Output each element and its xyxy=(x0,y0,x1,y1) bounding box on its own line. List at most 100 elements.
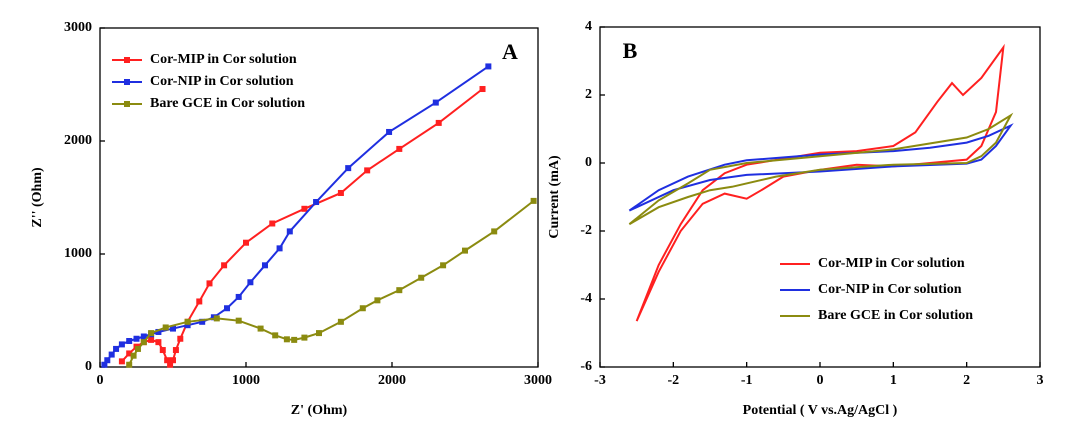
x-tick-label: 2 xyxy=(963,373,970,388)
marker xyxy=(359,305,366,312)
marker xyxy=(440,262,447,269)
marker xyxy=(386,128,393,135)
marker xyxy=(479,86,486,93)
marker xyxy=(396,287,403,294)
marker xyxy=(301,205,308,212)
marker xyxy=(113,345,120,352)
marker xyxy=(177,335,184,342)
x-tick-label: -3 xyxy=(594,373,606,388)
plot-frame xyxy=(99,27,539,368)
marker xyxy=(155,339,162,346)
marker xyxy=(313,199,320,206)
series-line xyxy=(121,88,484,367)
marker xyxy=(148,330,155,337)
marker xyxy=(272,332,279,339)
marker xyxy=(162,324,169,331)
marker xyxy=(337,318,344,325)
x-axis-label: Potential ( V vs.Ag/AgCl ) xyxy=(743,403,898,418)
series-line xyxy=(128,200,535,366)
marker xyxy=(170,357,176,364)
marker xyxy=(213,315,220,322)
series-line xyxy=(628,112,1014,226)
marker xyxy=(118,341,125,348)
legend-marker xyxy=(124,79,130,85)
marker xyxy=(243,239,249,246)
x-tick-label: 1000 xyxy=(232,373,260,388)
marker xyxy=(134,345,141,352)
y-tick-label: 0 xyxy=(585,155,592,170)
marker xyxy=(257,325,264,332)
legend-label: Cor-MIP in Cor solution xyxy=(818,256,965,271)
marker xyxy=(374,297,381,304)
legend-label: Cor-MIP in Cor solution xyxy=(150,52,297,67)
y-tick-label: -6 xyxy=(580,359,592,374)
marker xyxy=(118,358,125,365)
marker xyxy=(126,338,133,345)
x-axis-label: Z' (Ohm) xyxy=(291,403,348,418)
marker xyxy=(396,145,403,152)
x-tick-label: 3000 xyxy=(524,373,552,388)
marker xyxy=(148,336,155,343)
marker xyxy=(126,361,133,368)
x-tick-label: 0 xyxy=(97,373,104,388)
y-tick-label: 4 xyxy=(585,19,592,34)
marker xyxy=(184,322,191,329)
marker xyxy=(196,298,203,305)
y-tick-label: 2000 xyxy=(64,133,92,148)
marker xyxy=(247,279,254,286)
marker xyxy=(159,347,166,354)
y-tick-label: 1000 xyxy=(64,246,92,261)
marker xyxy=(101,361,108,368)
y-axis-label: Z'' (Ohm) xyxy=(30,167,45,228)
y-tick-label: 3000 xyxy=(64,20,92,35)
marker xyxy=(418,274,425,281)
marker xyxy=(167,361,174,368)
series-line xyxy=(635,43,1005,322)
x-tick-label: 2000 xyxy=(378,373,406,388)
x-tick-label: 3 xyxy=(1037,373,1044,388)
marker xyxy=(291,336,298,343)
panel-label: B xyxy=(623,38,638,63)
marker xyxy=(206,280,213,287)
marker xyxy=(530,197,537,204)
marker xyxy=(269,220,276,227)
x-tick-label: 1 xyxy=(890,373,897,388)
marker xyxy=(276,245,283,252)
marker xyxy=(364,167,371,174)
legend-label: Bare GCE in Cor solution xyxy=(818,308,973,323)
marker xyxy=(301,334,308,341)
marker xyxy=(235,317,242,324)
legend-label: Cor-NIP in Cor solution xyxy=(150,74,294,89)
marker xyxy=(337,189,344,196)
x-tick-label: -1 xyxy=(741,373,753,388)
x-tick-label: -2 xyxy=(667,373,679,388)
marker xyxy=(221,262,228,269)
marker xyxy=(130,352,137,359)
marker xyxy=(155,328,162,335)
marker xyxy=(164,357,171,364)
y-tick-label: -4 xyxy=(580,291,592,306)
marker xyxy=(224,305,231,312)
y-tick-label: -2 xyxy=(580,223,592,238)
marker xyxy=(462,247,468,254)
legend-label: Cor-NIP in Cor solution xyxy=(818,282,962,297)
marker xyxy=(316,330,322,337)
marker xyxy=(345,165,352,172)
y-tick-label: 2 xyxy=(585,87,592,102)
y-tick-label: 0 xyxy=(85,359,92,374)
marker xyxy=(104,357,111,364)
marker xyxy=(286,228,293,235)
marker xyxy=(485,63,492,70)
marker xyxy=(133,335,140,342)
legend-marker xyxy=(124,101,130,107)
y-axis-label: Current (mA) xyxy=(547,155,562,239)
marker xyxy=(432,99,439,106)
series-line xyxy=(628,123,1014,212)
marker xyxy=(170,325,176,332)
marker xyxy=(126,350,133,357)
marker xyxy=(108,351,115,358)
marker xyxy=(491,228,498,235)
marker xyxy=(184,318,191,325)
marker xyxy=(140,333,147,340)
